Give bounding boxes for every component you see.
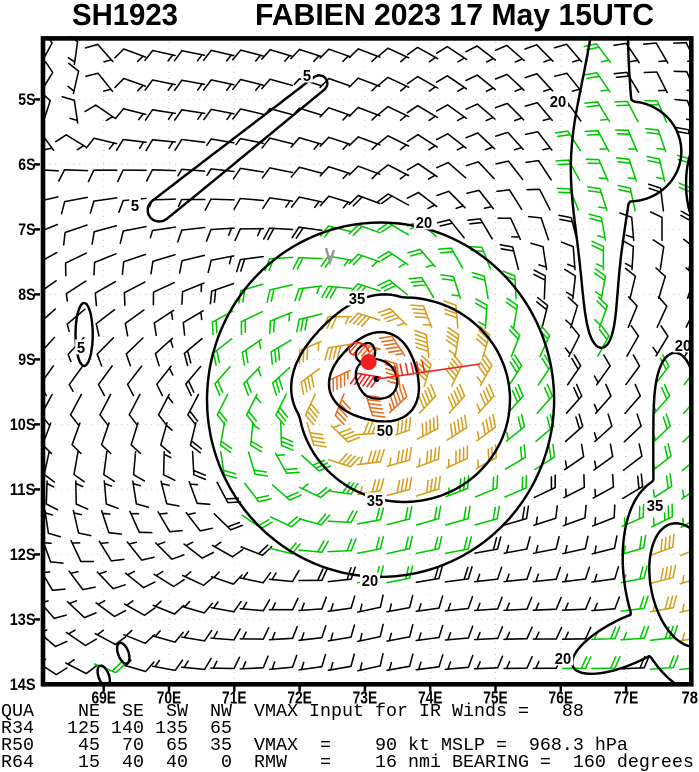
svg-text:SH1923: SH1923 (72, 0, 178, 32)
svg-text:14S: 14S (10, 676, 36, 694)
svg-text:12S: 12S (10, 546, 36, 564)
svg-text:20: 20 (555, 651, 571, 668)
svg-text:73E: 73E (353, 688, 378, 708)
svg-text:5: 5 (77, 340, 86, 357)
svg-text:9S: 9S (18, 351, 35, 369)
svg-text:10S: 10S (10, 416, 36, 434)
svg-text:5: 5 (131, 198, 140, 215)
svg-text:71E: 71E (222, 688, 247, 708)
svg-text:FABIEN 2023 17 May 15UTC: FABIEN 2023 17 May 15UTC (255, 0, 654, 32)
svg-text:76E: 76E (549, 688, 574, 708)
svg-text:8S: 8S (18, 286, 35, 304)
svg-text:35: 35 (349, 291, 366, 308)
svg-text:5S: 5S (18, 91, 35, 109)
svg-text:77E: 77E (614, 688, 639, 708)
svg-text:50: 50 (377, 423, 393, 440)
svg-text:20: 20 (362, 573, 378, 590)
svg-text:5: 5 (303, 68, 312, 85)
svg-text:7S: 7S (18, 221, 35, 239)
svg-text:20: 20 (416, 215, 432, 232)
svg-text:78: 78 (682, 688, 699, 708)
svg-text:13S: 13S (10, 611, 36, 629)
svg-text:11S: 11S (10, 481, 36, 499)
svg-text:72E: 72E (287, 688, 312, 708)
svg-text:35: 35 (367, 493, 384, 510)
svg-text:20: 20 (550, 94, 566, 111)
svg-text:70E: 70E (157, 688, 182, 708)
svg-text:35: 35 (647, 498, 664, 515)
svg-text:6S: 6S (18, 156, 35, 174)
svg-text:74E: 74E (418, 688, 443, 708)
svg-text:75E: 75E (483, 688, 508, 708)
svg-text:20: 20 (675, 338, 691, 355)
svg-text:69E: 69E (91, 688, 116, 708)
